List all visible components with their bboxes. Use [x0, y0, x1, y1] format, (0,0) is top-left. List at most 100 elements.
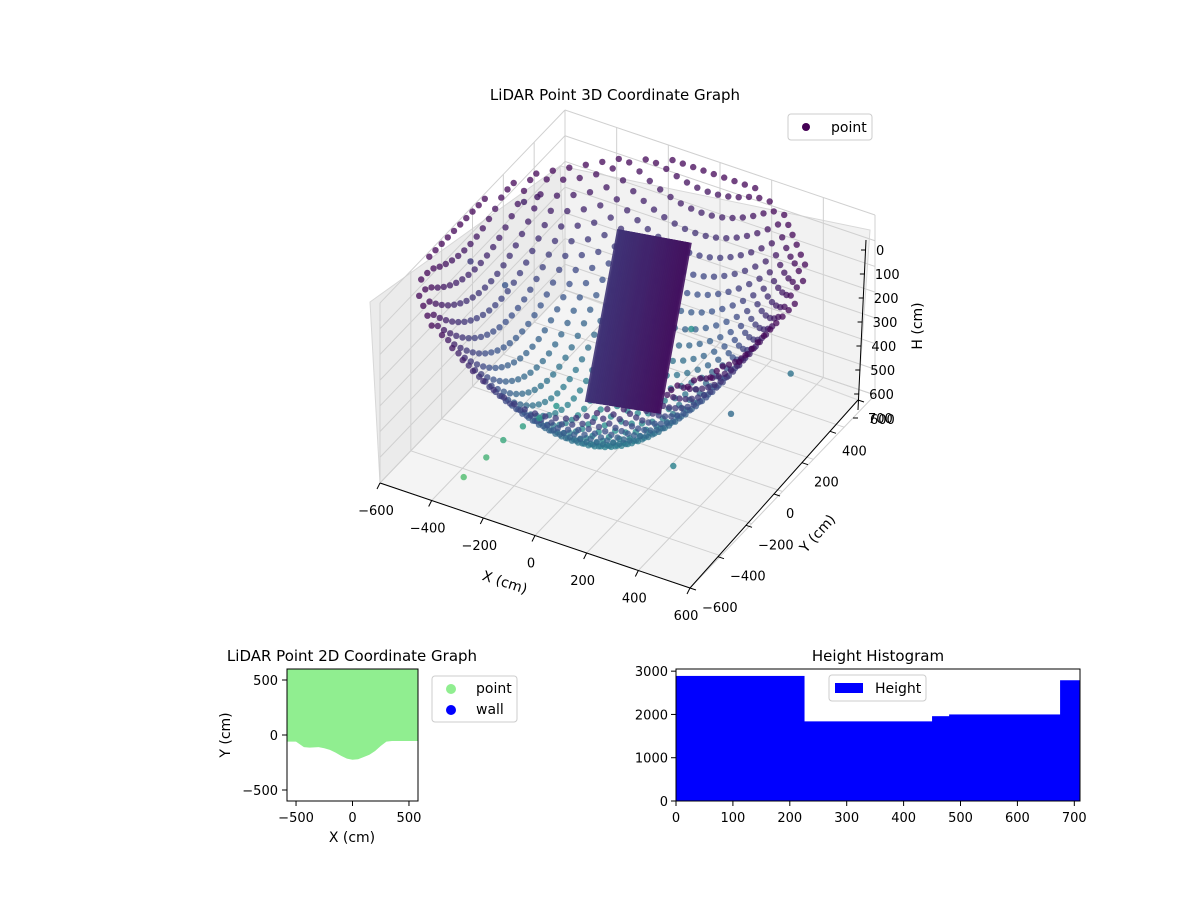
cloud-point	[543, 291, 550, 298]
cloud-point	[670, 418, 677, 425]
cloud-point	[725, 288, 732, 295]
cloud-point	[719, 305, 726, 313]
outlier-point	[460, 473, 467, 481]
hist-axes-border	[675, 668, 1081, 802]
cloud-point	[436, 314, 443, 322]
cloud-point	[500, 344, 507, 351]
cloud-point	[670, 394, 677, 401]
cloud-point	[569, 421, 576, 428]
cloud-point	[506, 390, 514, 397]
plot3d-title: LiDAR Point 3D Coordinate Graph	[490, 86, 740, 104]
x-tick-label: 0	[672, 811, 680, 826]
cloud-point	[585, 425, 592, 433]
cloud-point	[438, 240, 445, 247]
cloud-point	[502, 318, 509, 326]
cloud-point	[416, 292, 423, 299]
cloud-point	[707, 374, 714, 381]
cloud-point	[632, 437, 640, 444]
outlier-point	[670, 462, 677, 470]
cloud-point	[612, 424, 619, 431]
cloud-point	[572, 366, 579, 374]
cloud-point	[475, 289, 482, 297]
cloud-point	[558, 331, 565, 338]
cloud-point	[758, 307, 765, 315]
cloud-point	[496, 234, 503, 241]
cloud-point	[587, 435, 594, 442]
cloud-point	[705, 384, 712, 391]
cloud-point	[725, 193, 732, 200]
cloud-point	[434, 322, 441, 330]
cloud-point	[442, 317, 450, 324]
cloud-point	[480, 377, 487, 385]
cloud-point	[476, 373, 483, 380]
cloud-point	[556, 266, 563, 273]
cloud-point	[789, 231, 796, 238]
grid-line	[564, 135, 876, 242]
plot2d-title: LiDAR Point 2D Coordinate Graph	[227, 647, 477, 665]
plot3d-legend-label: point	[831, 120, 867, 136]
cloud-point	[535, 235, 542, 242]
cloud-point	[548, 395, 555, 402]
cloud-point	[580, 206, 587, 213]
cloud-point	[449, 344, 456, 352]
cloud-point	[552, 414, 559, 422]
grid-line	[564, 186, 876, 293]
outlier-point	[787, 370, 794, 377]
cloud-point	[552, 341, 559, 348]
cloud-point	[535, 335, 542, 343]
cloud-point	[777, 261, 784, 269]
z-tick-label: 500	[870, 364, 895, 379]
cloud-point	[770, 277, 778, 285]
cloud-point	[620, 436, 627, 443]
cloud-point	[459, 334, 466, 341]
cloud-point	[591, 331, 598, 338]
cloud-point	[779, 234, 786, 241]
cloud-point	[527, 369, 534, 376]
cloud-point	[465, 362, 472, 369]
cloud-point	[479, 225, 486, 232]
cloud-point	[482, 350, 489, 357]
cloud-point	[717, 254, 724, 261]
hist-legend-swatch	[835, 683, 863, 693]
cloud-point	[459, 276, 466, 283]
plot3d-point-cloud	[416, 155, 809, 451]
cloud-point	[432, 247, 439, 254]
cloud-point	[743, 232, 751, 240]
grid-line	[689, 394, 876, 589]
cloud-point	[539, 264, 546, 271]
cloud-point	[735, 285, 742, 292]
cloud-point	[593, 292, 600, 299]
outlier-point	[536, 415, 543, 422]
z-tick-label: 400	[871, 340, 896, 355]
cloud-point	[683, 179, 691, 186]
cloud-point	[595, 423, 603, 431]
cloud-point	[797, 251, 804, 258]
cloud-point	[779, 313, 786, 320]
cloud-point	[498, 364, 505, 371]
cloud-point	[754, 301, 761, 308]
cloud-point	[637, 432, 644, 440]
cloud-point	[635, 425, 642, 432]
cloud-point	[533, 170, 540, 177]
cloud-point	[473, 361, 481, 368]
outlier-point	[534, 193, 541, 201]
cloud-point	[609, 165, 616, 172]
cloud-point	[438, 331, 446, 339]
cloud-point	[727, 367, 735, 374]
x-tick-label: 400	[622, 592, 647, 607]
cloud-point	[610, 411, 617, 418]
cloud-point	[496, 377, 503, 385]
outlier-point	[727, 410, 735, 417]
cloud-point	[547, 207, 554, 214]
cloud-point	[599, 158, 606, 166]
cloud-point	[500, 262, 507, 269]
cloud-point	[801, 261, 809, 268]
plot2d-y-label: Y (cm)	[218, 712, 234, 758]
cloud-point	[516, 269, 524, 277]
cloud-point	[593, 171, 600, 178]
cloud-point	[764, 293, 771, 300]
cloud-point	[760, 285, 767, 292]
cloud-point	[652, 159, 660, 167]
cloud-point	[576, 387, 584, 394]
